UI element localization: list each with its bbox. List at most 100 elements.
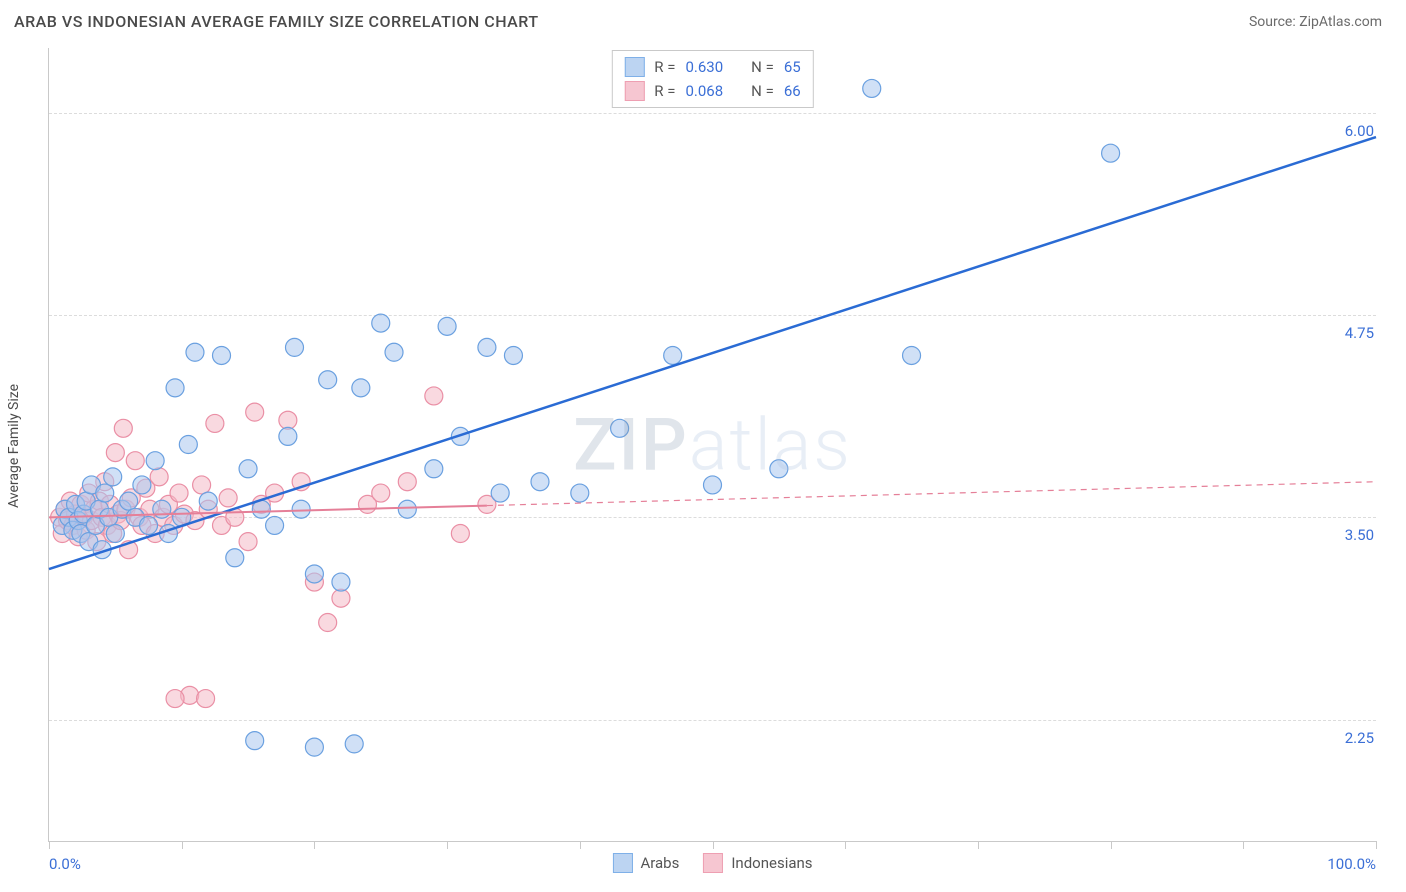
x-tick	[49, 841, 50, 849]
regression-line-indonesians-dashed	[487, 482, 1376, 506]
scatter-point	[106, 525, 124, 543]
x-tick	[713, 841, 714, 849]
x-tick	[580, 841, 581, 849]
scatter-point	[1102, 144, 1120, 162]
legend-r-value-indonesians: 0.068	[685, 82, 723, 100]
regression-line-arabs	[49, 137, 1376, 569]
scatter-point	[226, 549, 244, 567]
scatter-point	[199, 492, 217, 510]
chart-plot-area: ZIPatlas R = 0.630 N = 65 R = 0.068 N = …	[48, 48, 1376, 842]
scatter-point	[345, 735, 363, 753]
legend-bottom-label-indonesians: Indonesians	[731, 854, 812, 872]
scatter-point	[372, 314, 390, 332]
scatter-point	[106, 444, 124, 462]
legend-r-value-arabs: 0.630	[685, 58, 723, 76]
scatter-point	[279, 427, 297, 445]
x-tick	[447, 841, 448, 849]
scatter-point	[438, 317, 456, 335]
legend-swatch-indonesians	[624, 81, 644, 101]
scatter-point	[332, 573, 350, 591]
x-tick	[314, 841, 315, 849]
scatter-point	[114, 419, 132, 437]
x-axis-min-label: 0.0%	[49, 855, 81, 873]
scatter-point	[219, 489, 237, 507]
legend-n-label: N =	[751, 58, 774, 76]
scatter-point	[239, 533, 257, 551]
legend-row-indonesians: R = 0.068 N = 66	[624, 79, 800, 103]
scatter-point	[213, 346, 231, 364]
y-axis-title: Average Family Size	[6, 384, 22, 508]
legend-series-bottom: Arabs Indonesians	[612, 853, 812, 873]
scatter-point	[319, 614, 337, 632]
legend-bottom-indonesians: Indonesians	[703, 853, 812, 873]
scatter-point	[425, 460, 443, 478]
x-tick	[1376, 841, 1377, 849]
scatter-point	[285, 338, 303, 356]
legend-n-value-arabs: 65	[784, 58, 801, 76]
scatter-point	[664, 346, 682, 364]
chart-header: ARAB VS INDONESIAN AVERAGE FAMILY SIZE C…	[0, 0, 1406, 37]
legend-bottom-swatch-indonesians	[703, 853, 723, 873]
scatter-point	[372, 484, 390, 502]
scatter-point	[292, 500, 310, 518]
scatter-point	[451, 525, 469, 543]
scatter-point	[903, 346, 921, 364]
legend-n-label: N =	[751, 82, 774, 100]
scatter-point	[425, 387, 443, 405]
scatter-point	[531, 473, 549, 491]
scatter-point	[120, 492, 138, 510]
legend-bottom-label-arabs: Arabs	[640, 854, 679, 872]
legend-correlation-box: R = 0.630 N = 65 R = 0.068 N = 66	[611, 50, 813, 108]
x-tick	[845, 841, 846, 849]
scatter-point	[611, 419, 629, 437]
x-tick	[1111, 841, 1112, 849]
scatter-point	[571, 484, 589, 502]
scatter-point	[146, 452, 164, 470]
scatter-point	[126, 452, 144, 470]
legend-bottom-swatch-arabs	[612, 853, 632, 873]
legend-n-value-indonesians: 66	[784, 82, 801, 100]
legend-bottom-arabs: Arabs	[612, 853, 679, 873]
scatter-point	[332, 589, 350, 607]
x-tick	[182, 841, 183, 849]
scatter-point	[279, 411, 297, 429]
x-axis-max-label: 100.0%	[1327, 855, 1376, 873]
legend-swatch-arabs	[624, 57, 644, 77]
scatter-point	[352, 379, 370, 397]
scatter-point	[170, 484, 188, 502]
scatter-point	[153, 500, 171, 518]
scatter-point	[246, 403, 264, 421]
scatter-point	[140, 516, 158, 534]
scatter-point	[206, 414, 224, 432]
scatter-point	[246, 732, 264, 750]
scatter-point	[478, 338, 496, 356]
chart-source: Source: ZipAtlas.com	[1249, 14, 1382, 30]
scatter-point	[266, 516, 284, 534]
x-tick	[1243, 841, 1244, 849]
legend-row-arabs: R = 0.630 N = 65	[624, 55, 800, 79]
scatter-point	[770, 460, 788, 478]
scatter-point	[193, 476, 211, 494]
scatter-point	[197, 690, 215, 708]
scatter-point	[398, 473, 416, 491]
scatter-point	[385, 343, 403, 361]
scatter-point	[166, 690, 184, 708]
x-tick	[978, 841, 979, 849]
scatter-point	[704, 476, 722, 494]
scatter-point	[398, 500, 416, 518]
scatter-point	[239, 460, 257, 478]
scatter-point	[305, 738, 323, 756]
legend-r-label: R =	[654, 82, 675, 100]
scatter-point	[491, 484, 509, 502]
scatter-point	[319, 371, 337, 389]
scatter-point	[504, 346, 522, 364]
scatter-point	[305, 565, 323, 583]
scatter-point	[179, 436, 197, 454]
scatter-svg	[49, 48, 1376, 841]
legend-r-label: R =	[654, 58, 675, 76]
scatter-point	[863, 79, 881, 97]
scatter-point	[186, 343, 204, 361]
chart-title: ARAB VS INDONESIAN AVERAGE FAMILY SIZE C…	[14, 12, 539, 31]
scatter-point	[104, 468, 122, 486]
scatter-point	[133, 476, 151, 494]
